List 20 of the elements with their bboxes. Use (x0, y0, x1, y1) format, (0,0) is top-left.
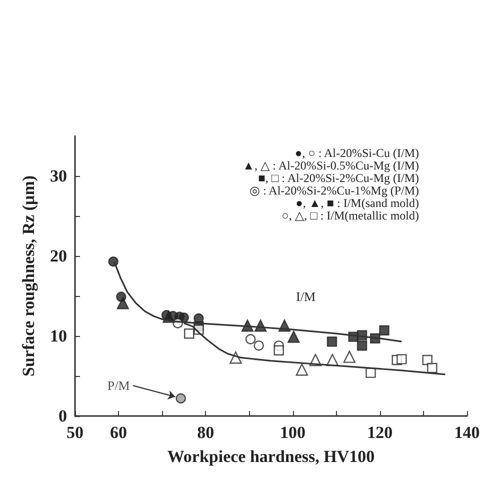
annotation: I/M (296, 289, 316, 304)
annotation: ■, □ : Al-20%Si-2%Cu-Mg (I/M) (258, 171, 419, 185)
x-tick-label: 100 (280, 423, 306, 442)
y-axis-title: Surface roughness, Rz (μm) (19, 175, 38, 377)
annotation: ○, △, □ : I/M(metallic mold) (282, 208, 419, 222)
y-tick-label: 20 (50, 246, 67, 266)
x-tick-label: 80 (197, 423, 214, 442)
annotation: ●, ▲, ■ : I/M(sand mold) (296, 196, 419, 210)
x-tick-label: 60 (110, 423, 128, 442)
y-tick-label: 10 (50, 326, 67, 346)
x-tick-label: 50 (66, 423, 84, 442)
annotation: ▲, △ : Al-20%Si-0.5%Cu-Mg (I/M) (242, 158, 419, 172)
annotation: ●, ○ : Al-20%Si-Cu (I/M) (294, 146, 419, 160)
x-tick-label: 140 (454, 423, 480, 442)
annotation: P/M (107, 378, 130, 393)
y-tick-label: 30 (50, 166, 67, 186)
x-tick-label: 120 (367, 423, 393, 442)
y-tick-label: 0 (58, 406, 67, 426)
x-axis-title: Workpiece hardness, HV100 (167, 447, 375, 466)
annotation: ◎ : Al-20%Si-2%Cu-1%Mg (P/M) (250, 184, 419, 198)
